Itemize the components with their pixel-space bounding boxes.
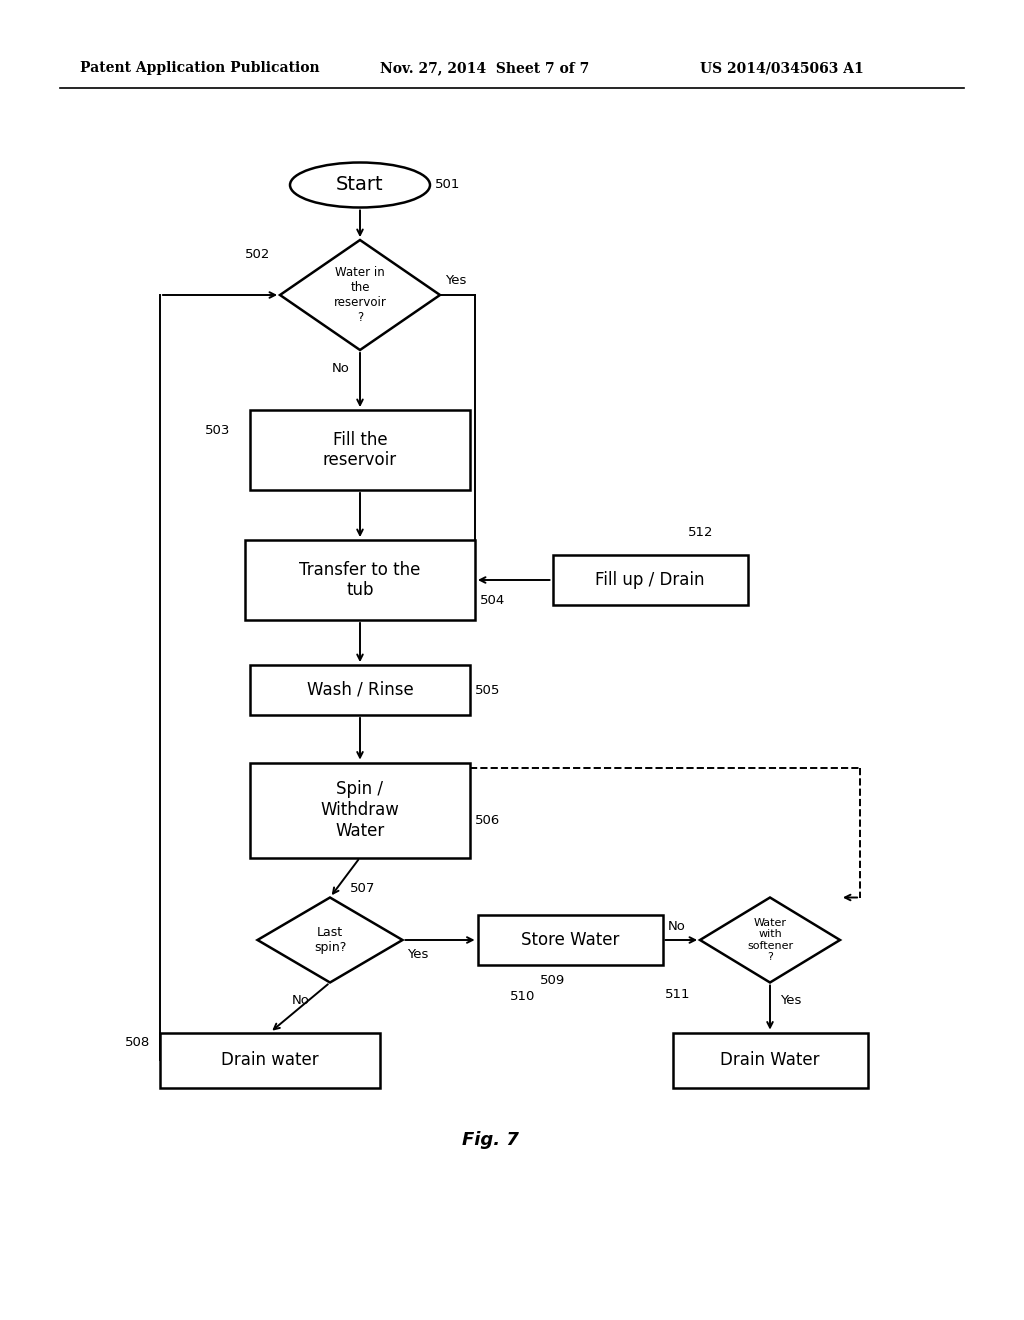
- Bar: [250, 665, 470, 715]
- Text: 504: 504: [480, 594, 505, 606]
- Bar: [673, 1032, 867, 1088]
- Text: No: No: [332, 362, 350, 375]
- Ellipse shape: [290, 162, 430, 207]
- Text: 503: 503: [205, 424, 230, 437]
- Bar: [477, 915, 663, 965]
- Text: Drain water: Drain water: [221, 1051, 318, 1069]
- Text: Yes: Yes: [408, 948, 429, 961]
- Text: No: No: [668, 920, 685, 932]
- Text: Fill up / Drain: Fill up / Drain: [595, 572, 705, 589]
- Bar: [160, 1032, 380, 1088]
- Text: Spin /
Withdraw
Water: Spin / Withdraw Water: [321, 780, 399, 840]
- Text: 506: 506: [475, 813, 501, 826]
- Text: Yes: Yes: [780, 994, 802, 1007]
- Bar: [250, 411, 470, 490]
- Text: Fill the
reservoir: Fill the reservoir: [323, 430, 397, 470]
- Text: 505: 505: [475, 684, 501, 697]
- Bar: [250, 763, 470, 858]
- Text: 502: 502: [245, 248, 270, 261]
- Text: Water
with
softener
?: Water with softener ?: [746, 917, 793, 962]
- Text: No: No: [292, 994, 310, 1007]
- Text: Patent Application Publication: Patent Application Publication: [80, 61, 319, 75]
- Text: 510: 510: [510, 990, 536, 1003]
- Bar: [553, 554, 748, 605]
- Text: 501: 501: [435, 178, 461, 191]
- Text: Yes: Yes: [445, 275, 466, 288]
- Text: Fig. 7: Fig. 7: [462, 1131, 518, 1148]
- Text: 509: 509: [540, 974, 565, 986]
- Text: 507: 507: [350, 882, 376, 895]
- Text: Wash / Rinse: Wash / Rinse: [306, 681, 414, 700]
- Text: Water in
the
reservoir
?: Water in the reservoir ?: [334, 267, 386, 323]
- Polygon shape: [257, 898, 402, 982]
- Text: 508: 508: [125, 1035, 151, 1048]
- Polygon shape: [280, 240, 440, 350]
- Text: US 2014/0345063 A1: US 2014/0345063 A1: [700, 61, 864, 75]
- Text: Nov. 27, 2014  Sheet 7 of 7: Nov. 27, 2014 Sheet 7 of 7: [380, 61, 589, 75]
- Text: 511: 511: [665, 989, 690, 1002]
- Text: Last
spin?: Last spin?: [313, 927, 346, 954]
- Text: 512: 512: [687, 527, 713, 540]
- Text: Start: Start: [336, 176, 384, 194]
- Text: Drain Water: Drain Water: [720, 1051, 820, 1069]
- Text: Transfer to the
tub: Transfer to the tub: [299, 561, 421, 599]
- Text: Store Water: Store Water: [521, 931, 620, 949]
- Polygon shape: [700, 898, 840, 982]
- Bar: [245, 540, 475, 620]
